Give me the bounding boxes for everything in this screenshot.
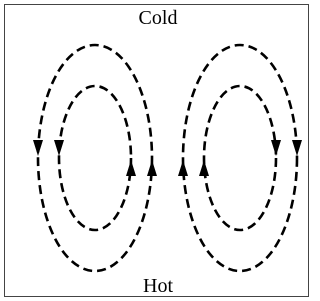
- page: Cold Hot (() => { const data = JSON.pars…: [0, 0, 320, 301]
- top-label: Cold: [139, 7, 178, 29]
- convection-diagram: Cold Hot: [0, 0, 313, 301]
- frame: [5, 5, 309, 297]
- bottom-label: Hot: [143, 275, 173, 297]
